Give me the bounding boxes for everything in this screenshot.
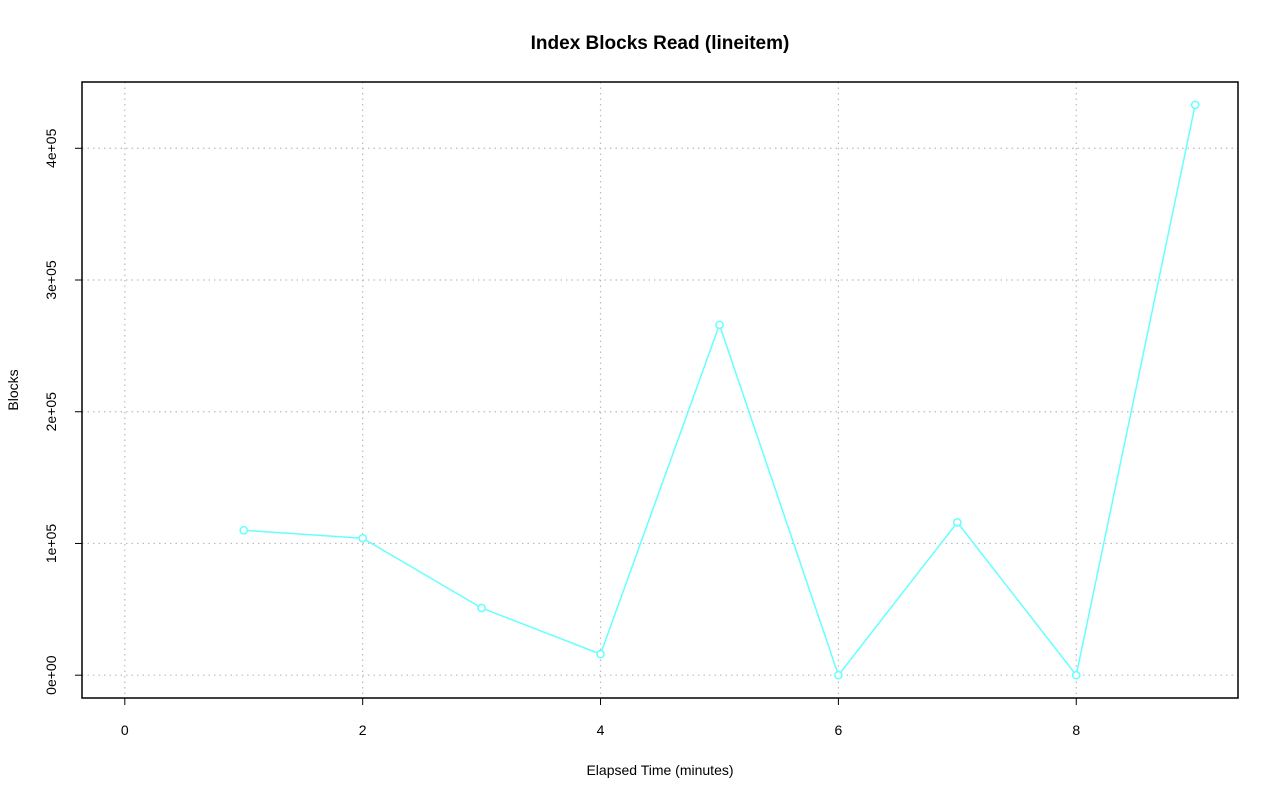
data-point [358,533,368,543]
y-tick-label: 3e+05 [43,260,59,300]
data-point [834,670,843,680]
plot-frame [81,81,1239,699]
data-point [715,320,724,330]
y-tick-label: 1e+05 [43,524,59,564]
data-line [243,104,1196,677]
data-point [952,518,962,527]
data-point [1071,670,1081,680]
x-tick-label: 6 [834,722,842,738]
x-tick-label: 0 [121,722,129,738]
x-axis-label: Elapsed Time (minutes) [586,762,733,778]
data-point [596,649,605,659]
data-point [239,525,249,535]
x-tick-label: 8 [1072,722,1080,738]
y-tick-label: 0e+00 [43,655,59,695]
x-tick-label: 2 [359,722,367,738]
y-tick-label: 4e+05 [43,128,59,168]
data-point [477,603,486,613]
x-tick-label: 4 [597,722,605,738]
data-point [1190,100,1200,110]
y-tick-label: 2e+05 [43,392,59,432]
chart-title: Index Blocks Read (lineitem) [531,33,790,54]
y-axis-label: Blocks [5,369,21,410]
